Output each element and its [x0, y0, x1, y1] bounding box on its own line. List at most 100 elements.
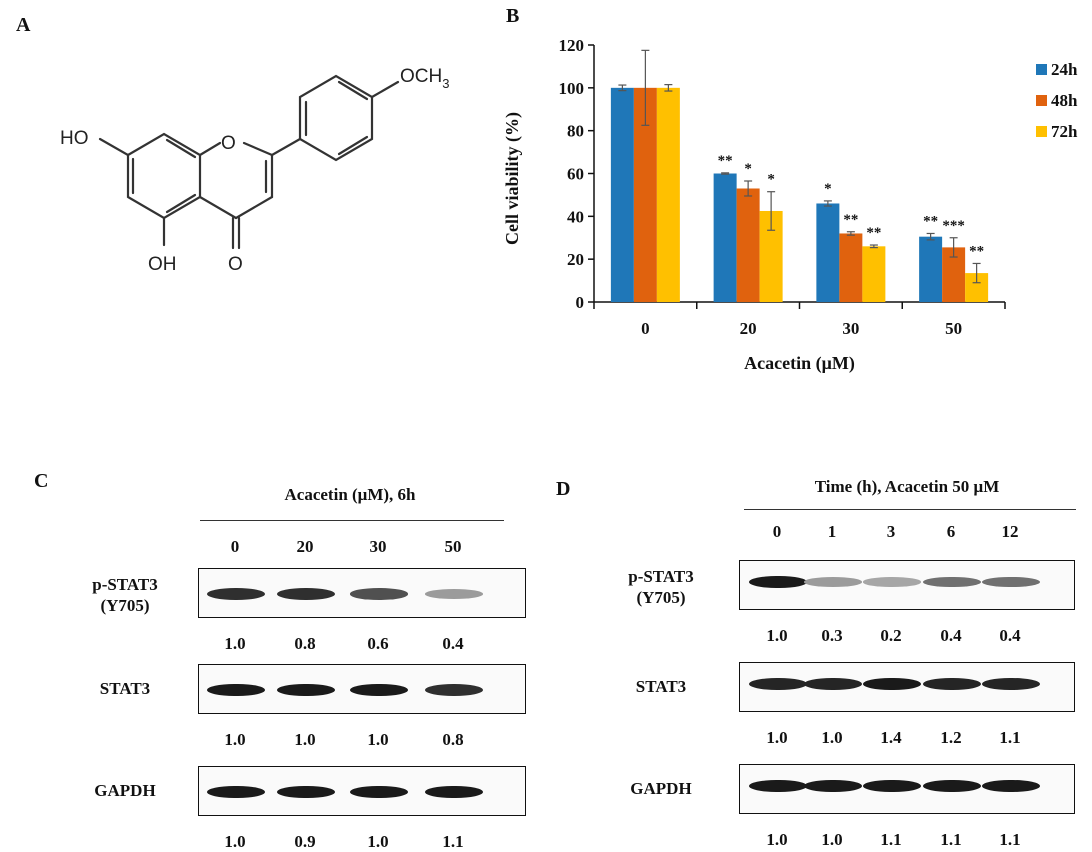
- panel-label-a: A: [16, 14, 31, 36]
- y-tick-label: 120: [559, 36, 585, 55]
- quant-value: 1.0: [224, 730, 246, 749]
- significance-label: **: [843, 212, 858, 228]
- band: [923, 779, 981, 793]
- quant-value: 0.9: [294, 832, 316, 851]
- lane-label: 3: [886, 522, 896, 541]
- panel-label-d: D: [556, 478, 571, 500]
- carbonyl-oxygen: O: [228, 254, 243, 275]
- quant-value: 1.1: [940, 830, 962, 849]
- y-tick-label: 60: [567, 165, 584, 184]
- bar: [816, 203, 840, 302]
- row-label: STAT3: [635, 677, 687, 696]
- lane-label: 12: [1001, 522, 1019, 541]
- quant-value: 1.0: [766, 626, 788, 645]
- blot-c: 0 20 30 50 p-STAT3 (Y705) 1.0 0.8 0.6 0.4 STAT3 1.0…: [92, 537, 526, 851]
- blot-row-gapdh: [198, 766, 526, 816]
- blot-c-title: Acacetin (μM), 6h: [284, 485, 416, 504]
- row-label: STAT3: [99, 679, 151, 698]
- bar: [965, 273, 989, 302]
- significance-label: **: [866, 225, 881, 241]
- y-tick-label: 100: [559, 79, 585, 98]
- band: [350, 683, 408, 697]
- band: [277, 683, 335, 697]
- band: [277, 587, 335, 601]
- band: [923, 576, 981, 588]
- row-label: p-STAT3 (Y705): [92, 575, 158, 615]
- quant-value: 0.4: [940, 626, 962, 645]
- x-axis-title: Acacetin (μM): [744, 353, 855, 374]
- significance-label: *: [744, 161, 752, 177]
- quant-value: 1.1: [999, 728, 1021, 747]
- bar: [942, 247, 966, 302]
- bar: [736, 188, 760, 302]
- blot-d-title: Time (h), Acacetin 50 μM: [814, 477, 1000, 496]
- band: [425, 683, 483, 697]
- quant-value: 1.0: [766, 728, 788, 747]
- y-tick-label: 20: [567, 250, 584, 269]
- bar: [610, 87, 634, 302]
- band: [982, 677, 1040, 691]
- panel-label-b: B: [506, 5, 520, 27]
- significance-label: **: [718, 153, 733, 169]
- blot-row-gapdh: [739, 764, 1075, 814]
- panel-label-c: C: [34, 470, 49, 492]
- band: [350, 588, 408, 600]
- blot-row-p-stat3: [198, 568, 526, 618]
- quant-value: 0.8: [442, 730, 464, 749]
- ring-oxygen: O: [221, 133, 236, 154]
- bar: [713, 173, 737, 302]
- blot-row-p-stat3: [739, 560, 1075, 610]
- band: [350, 785, 408, 799]
- band: [863, 779, 921, 793]
- band: [749, 575, 807, 589]
- quant-value: 1.0: [294, 730, 316, 749]
- significance-label: ***: [942, 218, 965, 234]
- quant-value: 1.0: [821, 728, 843, 747]
- hydroxyl-7: HO: [60, 128, 89, 149]
- blot-d-title-line: [744, 509, 1076, 510]
- quant-value: 1.0: [224, 634, 246, 653]
- band: [804, 677, 862, 691]
- quant-value: 0.2: [880, 626, 902, 645]
- bar: [919, 236, 943, 302]
- quant-value: 1.2: [940, 728, 962, 747]
- quant-value: 1.0: [367, 730, 389, 749]
- x-tick-label: 0: [641, 319, 650, 338]
- legend-label: 48h: [1051, 91, 1078, 110]
- lane-label: 6: [946, 522, 956, 541]
- significance-label: *: [767, 172, 775, 188]
- lane-label: 0: [772, 522, 782, 541]
- quant-value: 1.1: [442, 832, 464, 851]
- band: [804, 779, 862, 793]
- quant-value: 1.0: [766, 830, 788, 849]
- band: [749, 779, 807, 793]
- quant-value: 0.8: [294, 634, 316, 653]
- lane-label: 30: [369, 537, 387, 556]
- band: [982, 779, 1040, 793]
- quant-value: 0.4: [999, 626, 1021, 645]
- lane-label: 20: [296, 537, 314, 556]
- significance-label: *: [824, 181, 832, 197]
- y-axis-title: Cell viability (%): [502, 112, 523, 245]
- acacetin-structure: O O HO OH OCH3: [60, 66, 449, 275]
- significance-label: **: [923, 213, 938, 229]
- legend-swatch: [1036, 95, 1047, 106]
- band: [804, 577, 862, 587]
- bar: [656, 87, 680, 302]
- quant-value: 1.4: [880, 728, 902, 747]
- band: [425, 589, 483, 599]
- bar: [633, 87, 657, 302]
- legend-swatch: [1036, 126, 1047, 137]
- legend-label: 72h: [1051, 122, 1078, 141]
- y-tick-label: 80: [567, 122, 584, 141]
- legend-swatch: [1036, 64, 1047, 75]
- band: [425, 785, 483, 799]
- y-tick-label: 40: [567, 207, 584, 226]
- quant-value: 1.0: [367, 832, 389, 851]
- band: [982, 576, 1040, 588]
- quant-value: 1.0: [821, 830, 843, 849]
- quant-value: 1.0: [224, 832, 246, 851]
- y-tick-label: 0: [576, 293, 585, 312]
